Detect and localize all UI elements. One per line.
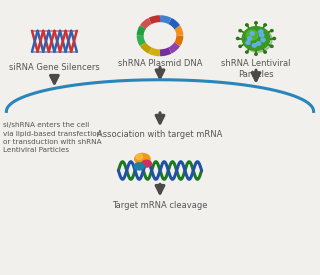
Text: Association with target mRNA: Association with target mRNA: [97, 130, 223, 139]
Circle shape: [270, 30, 273, 32]
Text: Target mRNA cleavage: Target mRNA cleavage: [112, 201, 208, 210]
Circle shape: [246, 41, 250, 45]
Circle shape: [246, 30, 258, 40]
Circle shape: [239, 30, 242, 32]
Circle shape: [260, 33, 264, 37]
Circle shape: [246, 24, 248, 26]
Circle shape: [259, 30, 263, 34]
Text: si/shRNA enters the cell
via lipid-based transfection
or transduction with shRNA: si/shRNA enters the cell via lipid-based…: [3, 122, 102, 153]
Circle shape: [239, 45, 242, 47]
Circle shape: [250, 32, 254, 35]
Circle shape: [246, 51, 248, 53]
Circle shape: [252, 43, 257, 47]
Circle shape: [243, 28, 272, 52]
Circle shape: [273, 37, 276, 40]
Circle shape: [257, 42, 260, 45]
Circle shape: [264, 51, 266, 53]
Circle shape: [255, 22, 257, 24]
Circle shape: [255, 53, 257, 55]
Circle shape: [248, 37, 252, 40]
Circle shape: [261, 38, 265, 42]
Circle shape: [136, 154, 142, 160]
Text: shRNA Lentiviral
Particles: shRNA Lentiviral Particles: [221, 59, 291, 79]
Circle shape: [264, 24, 266, 26]
Circle shape: [242, 27, 270, 50]
Circle shape: [236, 37, 239, 40]
Text: shRNA Plasmid DNA: shRNA Plasmid DNA: [118, 59, 202, 68]
Text: siRNA Gene Silencers: siRNA Gene Silencers: [9, 63, 100, 72]
Ellipse shape: [142, 160, 151, 167]
Ellipse shape: [135, 153, 150, 164]
Ellipse shape: [134, 163, 144, 170]
Circle shape: [270, 45, 273, 47]
